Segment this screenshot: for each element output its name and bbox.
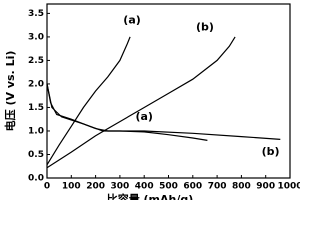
x-tick-label: 300 (111, 182, 130, 192)
x-tick-label: 0 (44, 182, 50, 192)
x-tick-label: 500 (159, 182, 178, 192)
annotation: (b) (196, 21, 214, 34)
x-tick-label: 100 (62, 182, 81, 192)
annotation: (a) (123, 13, 140, 26)
y-tick-label: 3.5 (28, 9, 44, 19)
y-tick-label: 1.5 (28, 103, 44, 113)
x-tick-label: 200 (86, 182, 105, 192)
y-tick-label: 2.5 (28, 56, 44, 66)
y-tick-label: 0.5 (28, 150, 44, 160)
annotation: (b) (262, 145, 280, 158)
x-tick-label: 600 (183, 182, 202, 192)
curve (46, 83, 208, 141)
y-tick-label: 1.0 (28, 126, 44, 136)
y-tick-label: 3.0 (28, 32, 44, 42)
curve (46, 36, 236, 169)
curve (46, 83, 281, 140)
plot-frame (46, 3, 291, 179)
x-tick-label: 1000 (277, 182, 300, 192)
chart: 比容量 (mAh/g) 电压 (V vs. Li) 0 100 200 300 400 5… (3, 3, 300, 200)
x-tick-label: 700 (208, 182, 227, 192)
annotation: (a) (135, 110, 152, 123)
y-tick-label: 2.0 (28, 79, 44, 89)
x-tick-label: 400 (135, 182, 154, 192)
x-tick-label: 900 (256, 182, 275, 192)
y-tick-label: 0.0 (28, 174, 44, 184)
page: 比容量 (mAh/g) 电压 (V vs. Li) 0 100 200 300 400 5… (3, 3, 300, 200)
x-tick-label: 800 (232, 182, 251, 192)
y-axis-label: 电压 (V vs. Li) (3, 51, 17, 132)
x-axis-label: 比容量 (mAh/g) (107, 192, 194, 200)
curve (46, 36, 131, 166)
